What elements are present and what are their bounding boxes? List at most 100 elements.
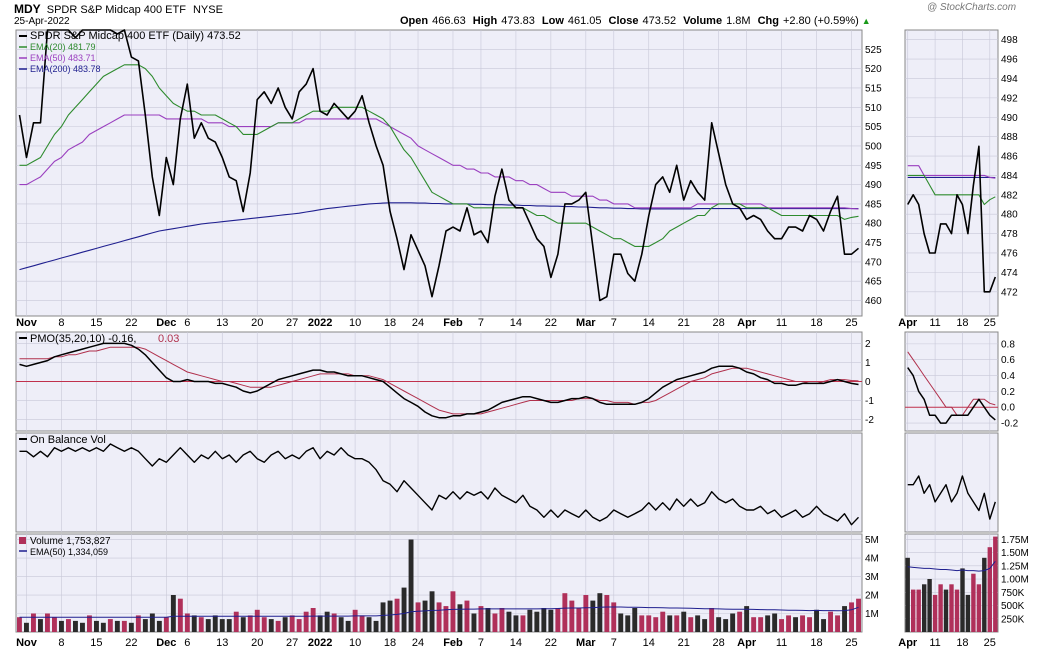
zoom-volume-bars-bar [949, 584, 954, 632]
price-axis-tick-label: 480 [865, 219, 882, 230]
volume-bars-bar [464, 600, 470, 632]
ohlc-value-high: 473.83 [501, 15, 535, 27]
zoom-panel-obv-bg [904, 432, 999, 533]
volume-bars-bar [492, 613, 498, 632]
price-axis-tick-label: 500 [865, 141, 882, 152]
zoom-x-tick-label: 11 [929, 317, 940, 329]
zoom-volume-bars-bar [960, 568, 965, 632]
volume-bars-bar [429, 591, 435, 632]
volume-bars-bar [842, 606, 847, 632]
volume-bars-bar [450, 591, 456, 632]
legend-price-3: EMA(200) 483.78 [30, 64, 101, 74]
price-series-ema200 [19, 202, 859, 271]
zoom-price-series-close-path [907, 145, 997, 293]
pmo-axis-tick-label: 1 [865, 358, 871, 369]
price-axis-tick-label: 475 [865, 238, 882, 249]
x-tick-label: 7 [611, 317, 617, 329]
x-tick-label: 6 [184, 637, 190, 649]
zoom-volume-axis-tick-label: 750K [1001, 588, 1025, 599]
volume-bars-bar [744, 606, 750, 632]
price-series-ema200-path [19, 202, 859, 271]
ohlc-label-low: Low [541, 15, 564, 27]
ohlc-value-volume: 1.8M [726, 15, 751, 27]
volume-bars-bar [38, 619, 43, 632]
volume-bars-bar [52, 617, 57, 632]
price-axis-tick-label: 520 [865, 64, 882, 75]
volume-bars-bar [856, 598, 861, 632]
watermark: @ StockCharts.com [927, 2, 1017, 13]
volume-bars-bar [506, 611, 512, 632]
x-tick-label: 18 [810, 317, 822, 329]
volume-bars-bar [758, 617, 764, 632]
pmo-axis-tick-label: -1 [865, 396, 874, 407]
x-tick-label: Dec [156, 637, 176, 649]
x-tick-label: 25 [845, 317, 857, 329]
x-tick-label: 18 [810, 637, 822, 649]
price-axis-tick-label: 465 [865, 277, 882, 288]
volume-bars-bar [849, 602, 854, 632]
volume-bars-bar [324, 611, 330, 632]
zoom-x-tick-label: 25 [984, 637, 996, 649]
legend-obv: On Balance Vol [30, 434, 106, 446]
zoom-volume-bars-bar [905, 557, 910, 632]
volume-bars-bar [653, 617, 659, 632]
volume-bars-bar [59, 620, 64, 632]
obv-series [19, 443, 860, 526]
x-tick-label: Apr [737, 317, 757, 329]
zoom-volume-bars-bar [954, 589, 960, 632]
zoom-price-axis-tick-label: 484 [1001, 171, 1018, 182]
zoom-volume-bars-bar [987, 547, 992, 632]
x-tick-label: 2022 [308, 317, 332, 329]
volume-bars-bar [226, 619, 232, 632]
price-axis-tick-label: 515 [865, 83, 882, 94]
volume-bars-bar [814, 609, 819, 632]
x-tick-label: 28 [713, 637, 725, 649]
volume-bars-bar [604, 595, 610, 632]
x-tick-label: 18 [384, 317, 396, 329]
volume-bars-bar [163, 617, 169, 632]
zoom-x-tick-label: 18 [956, 317, 968, 329]
volume-bars-bar [737, 611, 743, 632]
volume-bars-bar [121, 620, 127, 632]
zoom-x-tick-label: 25 [984, 317, 996, 329]
volume-bars-bar [562, 593, 568, 632]
header-date: 25-Apr-2022 [14, 16, 70, 27]
volume-bars-bar [793, 617, 798, 632]
x-tick-label: 15 [90, 637, 102, 649]
zoom-price-axis-tick-label: 482 [1001, 190, 1018, 201]
obv-series-path [19, 443, 860, 526]
volume-bars-bar [555, 608, 561, 632]
volume-bars-bar [366, 617, 372, 632]
volume-bars-bar [73, 620, 78, 632]
x-tick-label: 7 [478, 637, 484, 649]
x-tick-label: 20 [251, 637, 263, 649]
x-tick-label: Mar [576, 317, 596, 329]
volume-bars-bar [702, 619, 708, 632]
x-tick-label: 22 [545, 637, 557, 649]
x-tick-label: 22 [125, 317, 137, 329]
pmo-axis-tick-label: 2 [865, 339, 871, 350]
x-tick-label: 25 [845, 637, 857, 649]
volume-bars-bar [149, 613, 155, 632]
volume-bars-bar [597, 593, 603, 632]
volume-bars-bar [548, 609, 554, 632]
volume-bars-bar [835, 615, 840, 632]
exchange: NYSE [192, 4, 223, 16]
price-series-close [18, 29, 860, 302]
volume-axis-tick-label: 5M [865, 535, 879, 546]
zoom-obv-series [907, 475, 996, 520]
pmo-axis-tick-label: 0 [865, 377, 871, 388]
volume-bars-bar [247, 615, 253, 632]
volume-bars-bar [443, 606, 449, 632]
zoom-volume-bars-bar [911, 589, 916, 632]
x-tick-label: 13 [216, 637, 228, 649]
zoom-volume-axis-tick-label: 250K [1001, 614, 1025, 625]
zoom-volume-bars-bar [927, 579, 932, 632]
price-axis-tick-label: 485 [865, 199, 882, 210]
volume-axis-tick-label: 3M [865, 572, 879, 583]
panel-price-bg [15, 29, 863, 317]
zoom-panel-price-bg [904, 29, 999, 317]
volume-bars-bar [17, 617, 22, 632]
x-tick-label: Dec [156, 317, 176, 329]
